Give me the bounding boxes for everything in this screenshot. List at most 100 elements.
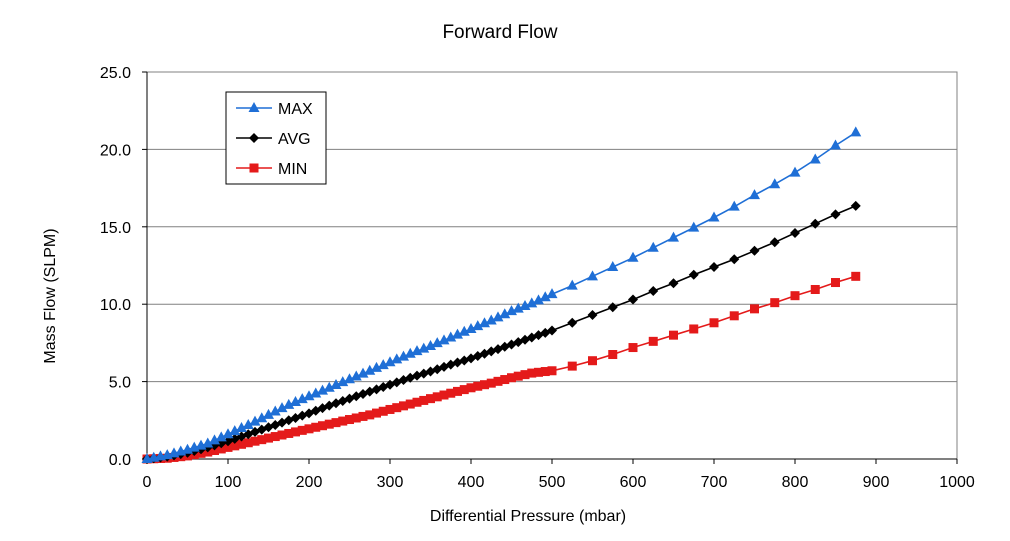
- data-point-max: [344, 373, 355, 384]
- data-point-avg: [547, 325, 557, 336]
- x-tick-label: 500: [539, 474, 566, 491]
- y-tick-label: 25.0: [100, 65, 131, 82]
- data-point-max: [749, 189, 760, 200]
- data-point-max: [499, 308, 511, 319]
- data-point-avg: [567, 317, 578, 328]
- data-point-min: [513, 371, 523, 381]
- data-point-min: [237, 439, 246, 449]
- data-point-max: [465, 322, 477, 333]
- y-axis-title: Mass Flow (SLPM): [42, 228, 59, 363]
- data-point-max: [350, 370, 362, 381]
- data-point-min: [405, 399, 415, 409]
- data-point-max: [404, 347, 416, 358]
- data-point-min: [709, 318, 719, 328]
- data-point-avg: [769, 237, 780, 248]
- data-point-max: [708, 211, 720, 222]
- y-tick-label: 5.0: [109, 375, 131, 392]
- data-point-max: [438, 334, 450, 345]
- data-point-max: [506, 305, 517, 316]
- data-point-min: [399, 401, 408, 411]
- legend-swatch-marker: [249, 163, 259, 173]
- axes: 0.0 5.0 10.0 15.0 20.0 25.0 0 100 200 300 400 500 60…: [100, 65, 975, 491]
- data-point-min: [324, 419, 334, 429]
- data-point-max: [418, 342, 430, 353]
- y-tick-label: 0.0: [109, 452, 131, 469]
- data-point-min: [264, 433, 273, 443]
- data-point-max: [236, 422, 247, 433]
- data-point-min: [439, 390, 449, 400]
- x-tick-label: 800: [782, 474, 809, 491]
- data-point-min: [385, 404, 395, 414]
- data-point-min: [473, 381, 483, 391]
- data-point-max: [458, 325, 470, 336]
- data-point-min: [304, 424, 314, 434]
- data-point-min: [216, 444, 226, 454]
- data-point-min: [311, 422, 321, 432]
- data-point-max: [850, 126, 862, 137]
- data-point-max: [566, 279, 578, 290]
- data-point-min: [480, 380, 489, 390]
- data-point-max: [323, 381, 335, 392]
- data-point-min: [331, 418, 341, 428]
- legend: MAX AVG MIN: [225, 91, 327, 185]
- x-tick-label: 300: [377, 474, 404, 491]
- data-point-min: [257, 435, 267, 445]
- data-point-min: [831, 278, 840, 288]
- data-point-max: [256, 412, 268, 423]
- data-point-min: [486, 378, 496, 388]
- data-point-max: [688, 221, 700, 232]
- data-point-min: [392, 403, 402, 413]
- data-point-max: [533, 294, 544, 305]
- series-max: [141, 126, 862, 463]
- data-point-avg: [628, 294, 638, 305]
- data-point-max: [222, 428, 234, 439]
- data-point-min: [466, 383, 476, 393]
- data-point-max: [668, 231, 679, 242]
- data-point-min: [210, 445, 219, 455]
- data-point-min: [588, 356, 597, 366]
- data-point-min: [459, 385, 469, 395]
- data-point-max: [485, 314, 497, 325]
- legend-swatch-marker: [249, 133, 259, 143]
- data-point-min: [500, 375, 510, 385]
- data-point-max: [310, 387, 322, 398]
- data-point-min: [689, 324, 699, 334]
- data-point-avg: [850, 200, 861, 211]
- data-point-avg: [709, 262, 719, 273]
- data-point-min: [250, 436, 260, 446]
- data-point-max: [202, 437, 214, 448]
- data-point-max: [519, 300, 531, 311]
- data-point-max: [269, 405, 281, 416]
- x-tick-label: 700: [701, 474, 728, 491]
- legend-label: MAX: [278, 101, 313, 118]
- data-point-min: [372, 408, 381, 418]
- data-point-min: [567, 361, 577, 371]
- x-tick-label: 200: [296, 474, 323, 491]
- data-point-min: [378, 406, 388, 416]
- data-point-max: [209, 434, 220, 445]
- data-point-min: [750, 304, 759, 314]
- data-point-min: [223, 442, 233, 452]
- data-point-avg: [749, 245, 760, 256]
- data-point-max: [276, 402, 288, 413]
- data-point-max: [809, 153, 821, 164]
- data-point-max: [445, 331, 457, 342]
- legend-item-max: MAX: [236, 101, 313, 118]
- data-point-min: [851, 271, 861, 281]
- data-point-min: [351, 413, 361, 423]
- data-point-max: [290, 395, 301, 406]
- chart-title: Forward Flow: [442, 22, 557, 43]
- data-point-max: [452, 328, 463, 339]
- data-point-avg: [648, 286, 659, 297]
- data-point-max: [512, 302, 524, 313]
- legend-item-avg: AVG: [236, 131, 311, 148]
- data-point-min: [230, 441, 240, 451]
- legend-label: MIN: [278, 161, 307, 178]
- data-point-min: [540, 367, 550, 377]
- data-point-max: [789, 166, 801, 177]
- series-layer: [141, 126, 862, 464]
- data-point-max: [384, 356, 396, 367]
- data-point-max: [769, 178, 781, 189]
- data-point-avg: [607, 302, 618, 313]
